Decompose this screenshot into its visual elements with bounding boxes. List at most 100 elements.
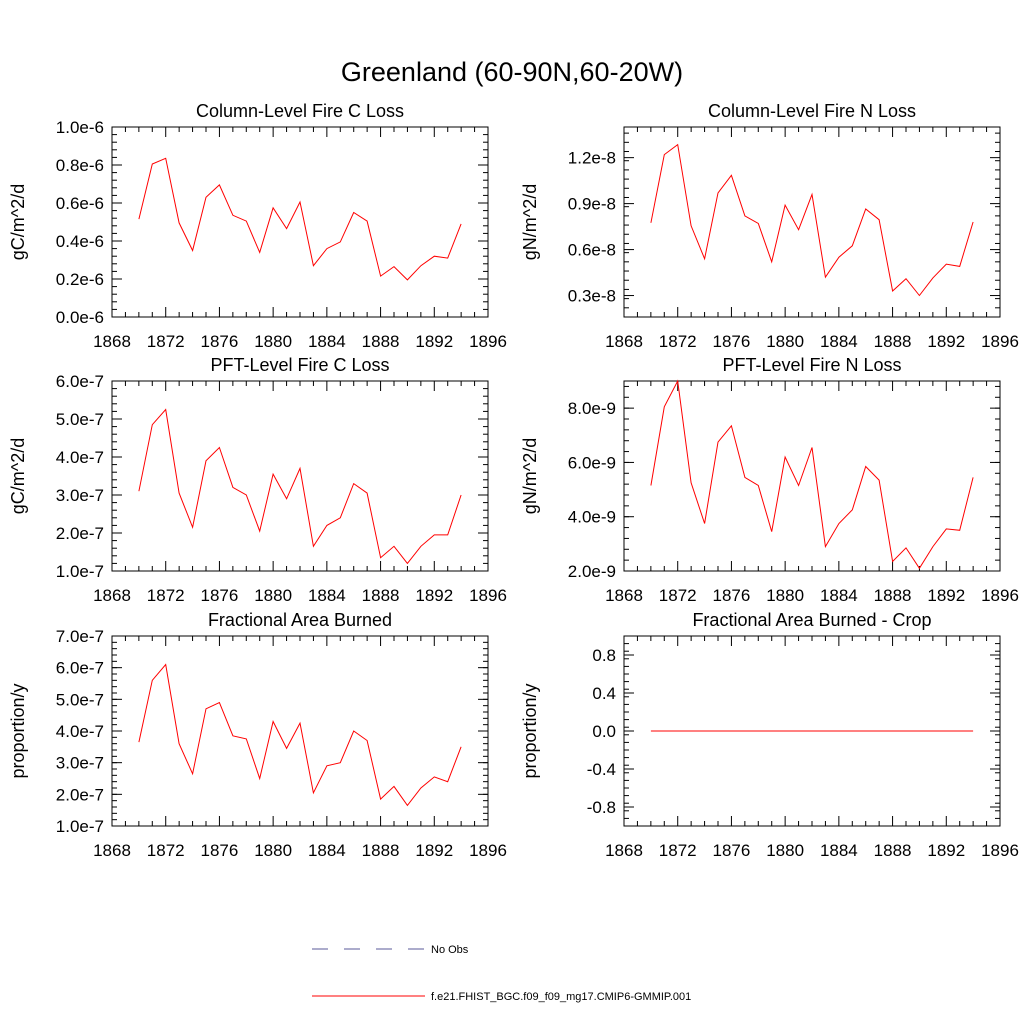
x-tick-label: 1884	[820, 332, 858, 351]
y-tick-label: 1.0e-7	[56, 817, 104, 836]
y-tick-label: 8.0e-9	[568, 399, 616, 418]
x-tick-label: 1896	[469, 586, 507, 605]
x-tick-label: 1884	[820, 586, 858, 605]
main-title: Greenland (60-90N,60-20W)	[341, 57, 683, 87]
panels: Column-Level Fire C Loss gC/m^2/d 1868 1872…	[8, 101, 1019, 860]
chart-panel-6: Fractional Area Burned - Crop proportion/…	[520, 610, 1019, 860]
x-tick-label: 1888	[874, 586, 912, 605]
x-tick-label: 1876	[201, 586, 239, 605]
y-tick-label: 4.0e-7	[56, 722, 104, 741]
x-tick-label: 1880	[766, 841, 804, 860]
y-tick-label: 0.0	[592, 722, 616, 741]
y-tick-label: 3.0e-7	[56, 754, 104, 773]
x-tick-label: 1892	[927, 586, 965, 605]
x-tick-label: 1884	[308, 841, 346, 860]
x-tick-label: 1876	[201, 332, 239, 351]
x-tick-label: 1896	[981, 586, 1019, 605]
chart-panel-2: Column-Level Fire N Loss gN/m^2/d 1868 1872…	[520, 101, 1019, 351]
series-line-model	[138, 408, 462, 565]
chart-panel-3: PFT-Level Fire C Loss gC/m^2/d 1868 1872 187…	[8, 355, 507, 605]
y-tick-label: 0.9e-8	[568, 195, 616, 214]
y-axis-label: gN/m^2/d	[520, 184, 540, 260]
y-tick-label: 0.0e-6	[56, 308, 104, 327]
x-tick-label: 1876	[201, 841, 239, 860]
x-tick-label: 1880	[254, 332, 292, 351]
x-tick-label: 1892	[415, 841, 453, 860]
x-tick-label: 1896	[469, 841, 507, 860]
x-tick-label: 1896	[981, 332, 1019, 351]
y-tick-label: 5.0e-7	[56, 690, 104, 709]
y-tick-label: 6.0e-7	[56, 659, 104, 678]
y-tick-label: 0.4e-6	[56, 232, 104, 251]
x-tick-label: 1872	[147, 841, 185, 860]
x-tick-label: 1876	[713, 841, 751, 860]
x-tick-label: 1868	[93, 332, 131, 351]
y-tick-label: 6.0e-7	[56, 372, 104, 391]
x-tick-label: 1892	[415, 332, 453, 351]
x-tick-label: 1868	[93, 586, 131, 605]
x-tick-label: 1888	[874, 841, 912, 860]
panel-title: PFT-Level Fire C Loss	[210, 355, 389, 375]
x-tick-label: 1872	[659, 332, 697, 351]
y-axis-label: gN/m^2/d	[520, 438, 540, 514]
y-tick-label: 7.0e-7	[56, 627, 104, 646]
x-tick-label: 1896	[469, 332, 507, 351]
x-tick-label: 1892	[415, 586, 453, 605]
x-tick-label: 1892	[927, 332, 965, 351]
x-tick-label: 1880	[766, 586, 804, 605]
y-tick-label: 4.0e-9	[568, 508, 616, 527]
x-tick-label: 1876	[713, 586, 751, 605]
y-tick-label: 2.0e-7	[56, 785, 104, 804]
y-tick-label: 1.0e-6	[56, 118, 104, 137]
y-axis-label: proportion/y	[520, 683, 540, 778]
x-tick-label: 1868	[93, 841, 131, 860]
legend-model-label: f.e21.FHIST_BGC.f09_f09_mg17.CMIP6-GMMIP…	[431, 991, 691, 1003]
x-tick-label: 1876	[713, 332, 751, 351]
y-tick-label: 0.8	[592, 646, 616, 665]
y-axis-label: gC/m^2/d	[8, 438, 28, 514]
plot-frame	[111, 635, 489, 827]
x-tick-label: 1884	[820, 841, 858, 860]
plot-frame	[623, 380, 1001, 572]
y-tick-label: 0.4	[592, 684, 616, 703]
x-tick-label: 1888	[362, 586, 400, 605]
y-tick-label: 1.0e-7	[56, 562, 104, 581]
x-tick-label: 1872	[659, 586, 697, 605]
legend: No Obs f.e21.FHIST_BGC.f09_f09_mg17.CMIP…	[312, 944, 691, 1003]
chart-panel-1: Column-Level Fire C Loss gC/m^2/d 1868 1872…	[8, 101, 507, 351]
x-tick-label: 1868	[605, 586, 643, 605]
series-line-model	[138, 663, 462, 807]
x-tick-label: 1888	[874, 332, 912, 351]
panel-title: Column-Level Fire N Loss	[708, 101, 916, 121]
series-line-model	[650, 379, 974, 570]
x-tick-label: 1868	[605, 332, 643, 351]
plot-frame	[111, 380, 489, 572]
y-tick-label: 1.2e-8	[568, 149, 616, 168]
plot-frame	[623, 126, 1001, 318]
y-tick-label: 0.3e-8	[568, 287, 616, 306]
y-tick-label: 5.0e-7	[56, 410, 104, 429]
series-line-model	[650, 143, 974, 297]
y-tick-label: 0.6e-8	[568, 241, 616, 260]
x-tick-label: 1888	[362, 841, 400, 860]
y-tick-label: 4.0e-7	[56, 448, 104, 467]
legend-obs-label: No Obs	[431, 944, 469, 956]
y-axis-label: gC/m^2/d	[8, 184, 28, 260]
y-tick-label: 6.0e-9	[568, 453, 616, 472]
x-tick-label: 1880	[766, 332, 804, 351]
y-tick-label: 0.6e-6	[56, 194, 104, 213]
panel-title: Fractional Area Burned	[208, 610, 392, 630]
panel-title: Fractional Area Burned - Crop	[692, 610, 931, 630]
x-tick-label: 1892	[927, 841, 965, 860]
series-line-model	[138, 157, 462, 281]
chart-panel-4: PFT-Level Fire N Loss gN/m^2/d 1868 1872 187…	[520, 355, 1019, 605]
x-tick-label: 1872	[147, 332, 185, 351]
y-axis-label: proportion/y	[8, 683, 28, 778]
panel-title: Column-Level Fire C Loss	[196, 101, 404, 121]
x-tick-label: 1884	[308, 332, 346, 351]
panel-title: PFT-Level Fire N Loss	[722, 355, 901, 375]
chart-panel-5: Fractional Area Burned proportion/y 1868 18…	[8, 610, 507, 860]
plot-frame	[111, 126, 489, 318]
x-tick-label: 1884	[308, 586, 346, 605]
